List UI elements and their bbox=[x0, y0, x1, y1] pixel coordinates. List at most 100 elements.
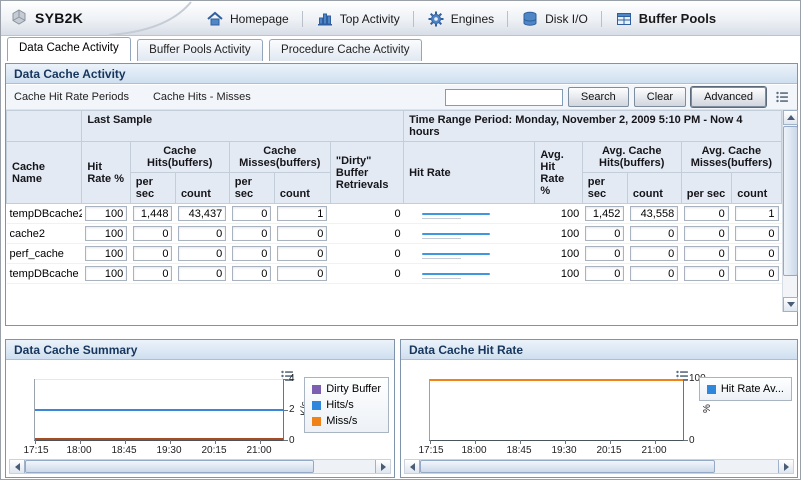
scrollbar-thumb[interactable] bbox=[25, 460, 314, 473]
y-axis-label: 0 bbox=[689, 435, 695, 446]
cell-avg-misses-per-sec: 0 bbox=[681, 223, 732, 244]
legend-item: Miss/s bbox=[312, 413, 381, 429]
col-misses-count[interactable]: count bbox=[273, 172, 331, 204]
col-cache-hits[interactable]: Cache Hits(buffers) bbox=[129, 141, 230, 173]
nav-top-activity[interactable]: Top Activity bbox=[303, 1, 413, 36]
col-avg-hits-per-sec[interactable]: per sec bbox=[581, 172, 628, 204]
col-avg-misses-per-sec[interactable]: per sec bbox=[680, 172, 733, 204]
dirty-buffer-swatch bbox=[312, 384, 322, 394]
col-cache-name[interactable]: Cache Name bbox=[6, 141, 83, 204]
y-axis-label: 4 bbox=[289, 373, 295, 384]
search-input[interactable] bbox=[444, 88, 563, 106]
hit-rate-chart: 100 0 % 17:15 18:00 18:45 19:30 20:15 21… bbox=[401, 361, 797, 477]
value-box: 100 bbox=[84, 206, 128, 221]
col-avg-hits-count[interactable]: count bbox=[626, 172, 682, 204]
nav-buffer-pools[interactable]: Buffer Pools bbox=[602, 1, 729, 36]
value-box: 0 bbox=[277, 246, 328, 261]
vertical-scrollbar[interactable] bbox=[782, 110, 798, 312]
col-avg-misses-count[interactable]: count bbox=[731, 172, 782, 204]
link-cache-hit-rate-periods[interactable]: Cache Hit Rate Periods bbox=[14, 91, 129, 103]
value-box: 0 bbox=[133, 266, 173, 281]
legend-label: Dirty Buffer bbox=[326, 383, 381, 395]
x-axis-label: 18:00 bbox=[461, 445, 487, 456]
col-cache-misses[interactable]: Cache Misses(buffers) bbox=[228, 141, 331, 173]
col-hits-count[interactable]: count bbox=[174, 172, 230, 204]
cell-cache-name: tempDBcache2 bbox=[6, 203, 82, 224]
tab-procedure-cache-activity[interactable]: Procedure Cache Activity bbox=[269, 39, 422, 61]
cell-dirty-retrievals: 0 bbox=[330, 203, 404, 224]
value-box: 1 bbox=[277, 206, 328, 221]
scroll-right-button[interactable] bbox=[778, 460, 793, 473]
sparkline-baseline bbox=[421, 258, 462, 259]
tab-buffer-pools-activity[interactable]: Buffer Pools Activity bbox=[137, 39, 263, 61]
table-grid-icon bbox=[615, 10, 633, 28]
value-box: 100 bbox=[84, 246, 128, 261]
cell-avg-hit-rate-pct: 100 bbox=[534, 243, 583, 264]
cell-hits-per-sec: 1,448 bbox=[130, 203, 176, 224]
cell-avg-hits-count: 0 bbox=[627, 243, 682, 264]
search-button[interactable]: Search bbox=[567, 87, 629, 107]
miss-series-line bbox=[35, 438, 283, 440]
col-avg-cache-misses[interactable]: Avg. Cache Misses(buffers) bbox=[680, 141, 782, 173]
scrollbar-thumb[interactable] bbox=[420, 460, 715, 473]
cell-avg-hits-per-sec: 0 bbox=[582, 223, 628, 244]
advanced-button[interactable]: Advanced bbox=[691, 87, 766, 107]
group-time-range: Time Range Period: Monday, November 2, 2… bbox=[403, 110, 782, 142]
y-tick bbox=[684, 440, 688, 441]
hit-rate-series-line bbox=[430, 379, 683, 381]
col-dirty-buffer-retrievals[interactable]: "Dirty" Buffer Retrievals bbox=[329, 141, 405, 204]
x-tick bbox=[655, 440, 656, 444]
col-hits-per-sec[interactable]: per sec bbox=[129, 172, 176, 204]
x-axis-label: 20:15 bbox=[596, 445, 622, 456]
tab-data-cache-activity[interactable]: Data Cache Activity bbox=[7, 37, 131, 61]
x-tick bbox=[565, 440, 566, 444]
value-box: 0 bbox=[585, 266, 625, 281]
nav-homepage[interactable]: Homepage bbox=[193, 1, 302, 36]
x-axis-label: 19:30 bbox=[551, 445, 577, 456]
col-avg-hit-rate-pct[interactable]: Avg. Hit Rate % bbox=[534, 141, 583, 204]
cell-avg-hit-rate-pct: 100 bbox=[534, 223, 583, 244]
value-box: 0 bbox=[178, 246, 227, 261]
x-axis-label: 18:45 bbox=[111, 445, 137, 456]
down-arrow-icon bbox=[786, 302, 795, 307]
cell-hits-count: 43,437 bbox=[175, 203, 230, 224]
cell-avg-misses-count: 1 bbox=[731, 203, 782, 224]
x-tick bbox=[520, 440, 521, 444]
gridline bbox=[35, 379, 283, 380]
scroll-right-button[interactable] bbox=[375, 460, 390, 473]
cell-misses-per-sec: 0 bbox=[229, 263, 275, 284]
cell-avg-misses-count: 0 bbox=[731, 263, 782, 284]
col-misses-per-sec[interactable]: per sec bbox=[228, 172, 275, 204]
cell-hit-rate-sparkline bbox=[403, 243, 535, 264]
value-box: 0 bbox=[178, 266, 227, 281]
legend-label: Hit Rate Av... bbox=[720, 383, 784, 395]
x-tick bbox=[35, 440, 36, 444]
cell-hit-rate-pct: 100 bbox=[81, 223, 131, 244]
horizontal-scrollbar[interactable] bbox=[404, 459, 794, 474]
list-menu-icon[interactable] bbox=[776, 91, 789, 103]
clear-button[interactable]: Clear bbox=[633, 87, 687, 107]
value-box: 0 bbox=[684, 266, 729, 281]
link-cache-hits-misses[interactable]: Cache Hits - Misses bbox=[152, 91, 251, 103]
value-box: 0 bbox=[734, 246, 779, 261]
panel-title: Data Cache Hit Rate bbox=[401, 340, 797, 360]
hit-rate-plot-area bbox=[429, 379, 688, 444]
scrollbar-thumb[interactable] bbox=[783, 126, 798, 276]
legend-label: Hits/s bbox=[326, 399, 354, 411]
col-hit-rate-pct[interactable]: Hit Rate % bbox=[81, 141, 131, 204]
gear-icon bbox=[427, 10, 445, 28]
legend-item: Dirty Buffer bbox=[312, 381, 381, 397]
scroll-down-button[interactable] bbox=[783, 297, 798, 312]
value-box: 0 bbox=[232, 206, 272, 221]
col-avg-cache-hits[interactable]: Avg. Cache Hits(buffers) bbox=[581, 141, 682, 173]
nav-disk-io[interactable]: Disk I/O bbox=[508, 1, 601, 36]
scroll-up-button[interactable] bbox=[783, 110, 798, 125]
col-hit-rate[interactable]: Hit Rate bbox=[403, 141, 536, 204]
sparkline bbox=[421, 213, 491, 215]
scroll-left-button[interactable] bbox=[10, 460, 25, 473]
scroll-left-button[interactable] bbox=[405, 460, 420, 473]
horizontal-scrollbar[interactable] bbox=[9, 459, 391, 474]
cell-avg-misses-count: 0 bbox=[731, 223, 782, 244]
nav-engines[interactable]: Engines bbox=[414, 1, 507, 36]
nav-top-activity-label: Top Activity bbox=[339, 11, 400, 26]
